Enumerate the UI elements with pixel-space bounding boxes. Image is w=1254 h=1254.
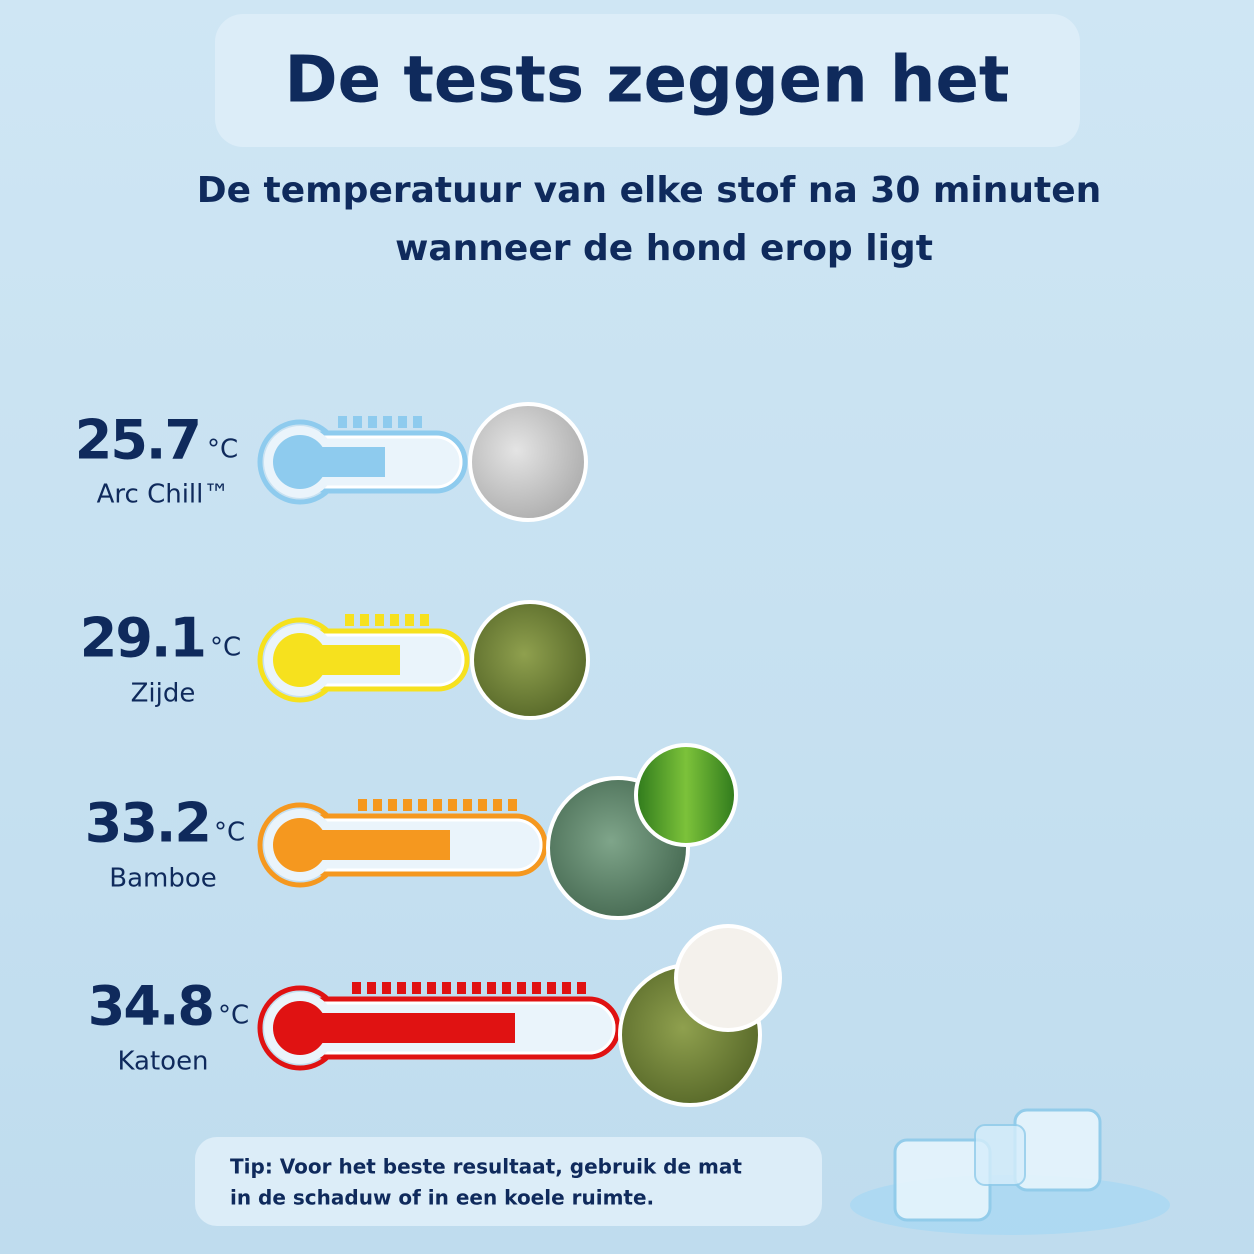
scale-dash [562,982,571,994]
tip-text: in de schaduw of in een koele ruimte. [230,1186,654,1210]
scale-dash [577,982,586,994]
temperature-unit: °C [210,633,241,663]
scale-dash [383,416,392,428]
scale-dash [442,982,451,994]
scale-dash [478,799,487,811]
scale-dash [352,982,361,994]
scale-dash [493,799,502,811]
title-box [215,14,1080,147]
scale-dash [368,416,377,428]
scale-dash [353,416,362,428]
scale-dash [388,799,397,811]
scale-dash [412,982,421,994]
thermometer-fill [300,645,400,675]
tip-box [195,1137,822,1226]
scale-dash [517,982,526,994]
scale-dash [398,416,407,428]
tip-text: Tip: Voor het beste resultaat, gebruik d… [230,1155,742,1179]
scale-dash [420,614,429,626]
scale-dash [472,982,481,994]
fabric-label: Katoen [117,1047,208,1077]
subtitle: De temperatuur van elke stof na 30 minut… [197,170,1102,211]
fabric-image [634,743,738,847]
scale-dash [418,799,427,811]
scale-dash [360,614,369,626]
scale-dash [403,799,412,811]
scale-dash [463,799,472,811]
temperature-unit: °C [218,1001,249,1031]
scale-dash [405,614,414,626]
scale-dash [390,614,399,626]
temperature-unit: °C [207,435,238,465]
thermometer-fill [300,830,450,860]
fabric-image [468,402,588,522]
scale-dash [345,614,354,626]
scale-dash [413,416,422,428]
thermometer-fill [300,1013,515,1043]
fabric-image [674,924,782,1032]
scale-dash [382,982,391,994]
scale-dash [433,799,442,811]
temperature-value: 33.2 [85,792,210,855]
scale-dash [508,799,517,811]
scale-dash [358,799,367,811]
temperature-value: 29.1 [80,607,205,670]
scale-dash [375,614,384,626]
fabric-label: Zijde [131,679,196,709]
fabric-image [470,600,590,720]
temperature-unit: °C [214,818,245,848]
temperature-value: 25.7 [75,409,200,472]
ice-cubes [850,1108,1170,1235]
scale-dash [547,982,556,994]
scale-dash [502,982,511,994]
scale-dash [448,799,457,811]
thermometer-fill [300,447,385,477]
subtitle: wanneer de hond erop ligt [395,228,933,269]
fabric-label: Bamboe [109,864,217,894]
temperature-value: 34.8 [88,975,213,1038]
fabric-label: Arc Chill™ [97,480,230,510]
scale-dash [367,982,376,994]
title: De tests zeggen het [285,44,1010,118]
scale-dash [427,982,436,994]
scale-dash [487,982,496,994]
scale-dash [397,982,406,994]
scale-dash [373,799,382,811]
scale-dash [338,416,347,428]
scale-dash [457,982,466,994]
scale-dash [532,982,541,994]
